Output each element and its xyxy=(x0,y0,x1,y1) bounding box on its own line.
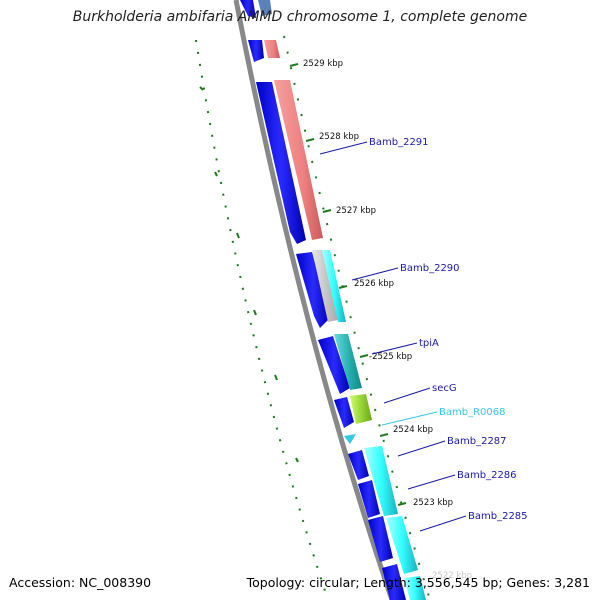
feature-cds xyxy=(404,576,426,600)
gene-label[interactable]: tpiA xyxy=(419,338,439,349)
gene-labels: Bamb_2291 Bamb_2290 tpiA secG Bamb_R0068… xyxy=(369,137,528,522)
feature-cds xyxy=(318,336,350,394)
gene-leader-lines xyxy=(319,141,467,532)
tick-label: 2529 kbp xyxy=(303,59,343,69)
feature-cds xyxy=(258,0,272,16)
tick-label: -2525 kbp xyxy=(369,352,412,362)
accession-text: Accession: NC_008390 xyxy=(9,575,152,590)
map-title: Burkholderia ambifaria AMMD chromosome 1… xyxy=(72,9,528,25)
gene-label[interactable]: Bamb_2286 xyxy=(457,470,517,481)
scale-ticks xyxy=(289,63,407,506)
feature-cds xyxy=(274,80,323,240)
reverse-cds-track xyxy=(258,0,426,600)
forward-cds-track xyxy=(240,0,406,600)
feature-cds xyxy=(322,250,346,322)
feature-cds xyxy=(358,480,380,518)
feature-cds xyxy=(368,516,393,562)
feature-cds xyxy=(334,397,354,428)
feature-cds xyxy=(334,334,362,390)
feature-trna xyxy=(344,434,356,444)
feature-cds xyxy=(264,40,280,58)
tick-label: 2528 kbp xyxy=(319,132,359,142)
feature-cds xyxy=(312,250,338,322)
backbone-line xyxy=(233,0,395,600)
feature-cds xyxy=(348,450,369,480)
gene-label[interactable]: Bamb_2291 xyxy=(369,137,429,148)
feature-cds xyxy=(296,252,330,328)
feature-cds xyxy=(256,82,306,244)
feature-cds xyxy=(386,516,418,574)
tick-label: 2526 kbp xyxy=(354,279,394,289)
genome-summary-text: Topology: circular; Length: 3,556,545 bp… xyxy=(246,575,590,590)
scale-tick-labels: 2529 kbp 2528 kbp 2527 kbp 2526 kbp -252… xyxy=(303,59,453,508)
feature-rna xyxy=(350,394,372,424)
gene-label[interactable]: Bamb_R0068 xyxy=(439,407,505,418)
gc-skew-dashes xyxy=(199,86,299,463)
tick-label: 2527 kbp xyxy=(336,206,376,216)
gene-label[interactable]: Bamb_2285 xyxy=(468,511,528,522)
gc-skew-track xyxy=(195,39,329,600)
feature-cds xyxy=(240,0,256,18)
tick-label: 2524 kbp xyxy=(393,425,433,435)
feature-cds xyxy=(248,40,264,62)
gene-label[interactable]: Bamb_2290 xyxy=(400,263,460,274)
feature-cds xyxy=(364,446,398,516)
tick-label: 2523 kbp xyxy=(413,498,453,508)
gene-label[interactable]: secG xyxy=(432,383,457,394)
feature-cds xyxy=(382,564,406,600)
gene-label[interactable]: Bamb_2287 xyxy=(447,436,507,447)
faded-tick-label: 2522 kbp xyxy=(432,571,472,581)
outer-cds-track xyxy=(283,35,431,600)
